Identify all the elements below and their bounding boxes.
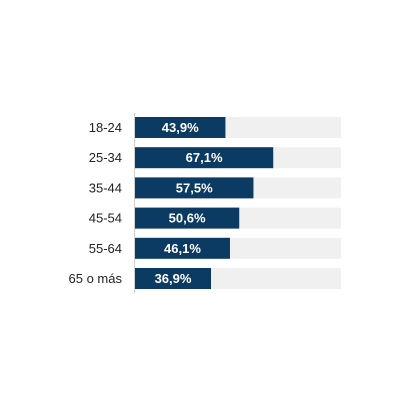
- category-label: 55-64: [89, 241, 122, 256]
- value-label: 46,1%: [164, 241, 201, 256]
- bar-25-34: [135, 147, 274, 169]
- bar-45-54: [135, 207, 240, 229]
- bar-35-44: [135, 177, 254, 199]
- value-label: 57,5%: [176, 180, 213, 195]
- category-label: 35-44: [89, 180, 122, 195]
- category-label: 65 o más: [69, 271, 123, 286]
- value-label: 43,9%: [162, 120, 199, 135]
- bar-65-o-más: [135, 268, 212, 289]
- bar-tracks: [135, 117, 341, 289]
- value-label: 36,9%: [155, 271, 192, 286]
- category-labels: 18-24 25-34 35-44 45-54 55-64 65 o más: [69, 120, 123, 286]
- category-label: 25-34: [89, 150, 122, 165]
- bar-18-24: [135, 117, 226, 138]
- value-label: 50,6%: [169, 211, 206, 226]
- category-label: 18-24: [89, 120, 122, 135]
- value-label: 67,1%: [186, 150, 223, 165]
- bar-55-64: [135, 237, 230, 259]
- bars: [135, 117, 274, 289]
- value-labels: 43,9% 67,1% 57,5% 50,6% 46,1% 36,9%: [155, 120, 223, 286]
- category-label: 45-54: [89, 211, 122, 226]
